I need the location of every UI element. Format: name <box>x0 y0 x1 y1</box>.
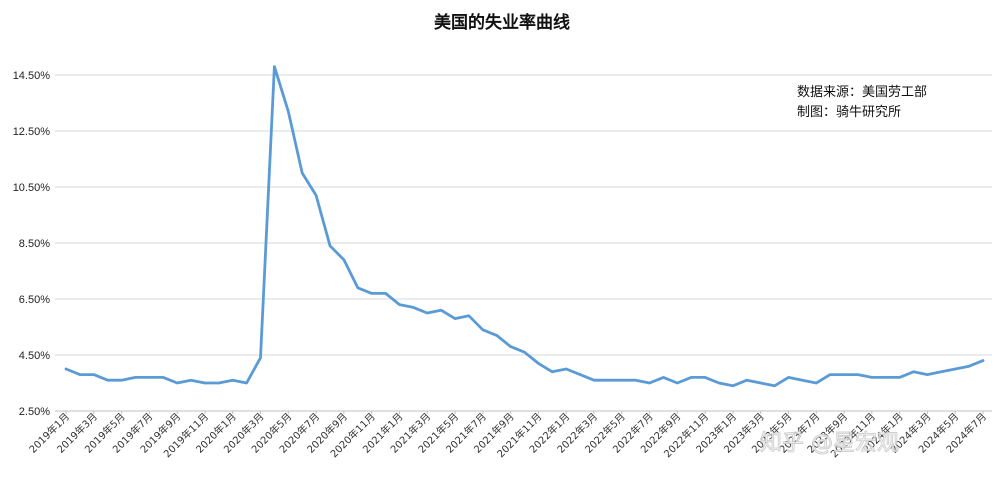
data-point <box>106 379 109 382</box>
data-point <box>120 379 123 382</box>
y-tick-label: 6.50% <box>19 294 50 306</box>
data-point <box>356 286 359 289</box>
data-point <box>537 362 540 365</box>
data-point <box>565 367 568 371</box>
source-annotation: 数据来源：美国劳工部 <box>797 84 927 100</box>
data-point <box>676 381 679 385</box>
data-point <box>467 314 471 317</box>
data-point <box>648 381 651 385</box>
data-point <box>912 370 915 373</box>
data-point <box>801 379 804 382</box>
y-tick-label: 2.50% <box>19 406 50 418</box>
data-point <box>453 317 457 320</box>
data-point <box>245 381 248 385</box>
data-point <box>856 373 860 376</box>
data-point <box>328 244 332 247</box>
data-point <box>426 311 429 315</box>
y-axis-ticks: 2.50% 4.50% 6.50% 8.50% 10.50% 12.50% 14.50% <box>13 70 51 418</box>
data-point <box>842 373 846 376</box>
data-point <box>148 376 151 379</box>
data-point <box>634 379 637 382</box>
data-point <box>662 376 665 379</box>
data-point <box>273 65 276 68</box>
data-point <box>592 379 596 382</box>
data-point <box>398 303 401 306</box>
grid-layer <box>55 74 992 412</box>
data-point <box>815 381 818 385</box>
data-point <box>92 373 96 376</box>
data-point <box>217 381 220 385</box>
data-point <box>189 379 193 382</box>
data-point <box>606 379 610 382</box>
data-point <box>64 367 68 371</box>
data-points <box>64 65 985 387</box>
chart-title: 美国的失业率曲线 <box>434 12 570 33</box>
data-point <box>884 376 887 379</box>
data-point <box>703 376 707 379</box>
y-tick-label: 14.50% <box>13 70 51 82</box>
data-point <box>495 334 498 337</box>
data-point <box>134 376 137 379</box>
data-point <box>259 356 262 359</box>
data-point <box>926 373 929 376</box>
data-point <box>481 328 484 331</box>
data-point <box>967 365 971 368</box>
data-point <box>981 359 985 362</box>
data-point <box>551 370 554 373</box>
data-point <box>176 381 179 385</box>
data-point <box>745 379 748 382</box>
data-point <box>523 351 526 354</box>
data-point <box>954 367 957 371</box>
data-point <box>314 194 318 197</box>
data-point <box>439 309 443 312</box>
data-point <box>162 376 165 379</box>
data-point <box>203 381 207 385</box>
data-point <box>620 379 623 382</box>
data-point <box>509 345 512 348</box>
author-annotation: 制图：骑牛研究所 <box>797 105 901 120</box>
data-point <box>731 384 735 387</box>
data-point <box>370 292 373 295</box>
data-point <box>301 171 304 175</box>
data-point <box>898 376 901 379</box>
data-point <box>342 258 346 261</box>
data-point <box>384 292 387 295</box>
data-point <box>231 379 234 382</box>
data-point <box>412 306 415 309</box>
data-point <box>690 376 693 379</box>
data-point <box>287 110 290 113</box>
y-tick-label: 4.50% <box>19 350 50 362</box>
y-tick-label: 10.50% <box>13 182 51 194</box>
data-point <box>787 376 790 379</box>
data-point <box>717 381 721 385</box>
data-point <box>78 373 82 376</box>
data-point <box>829 373 832 376</box>
y-tick-label: 12.50% <box>13 126 51 138</box>
data-point <box>773 384 776 387</box>
data-point <box>940 370 943 373</box>
data-point <box>870 376 873 379</box>
data-point <box>759 381 762 385</box>
y-tick-label: 8.50% <box>19 238 50 250</box>
data-point <box>578 373 582 376</box>
watermark-text: 知乎 @星宏观 <box>760 431 899 456</box>
